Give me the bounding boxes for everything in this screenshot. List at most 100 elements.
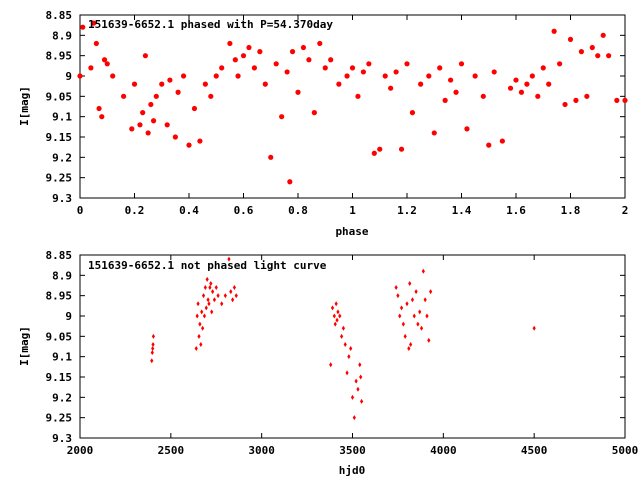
data-point [289, 49, 296, 55]
y-tick-label: 9.15 [46, 131, 73, 144]
data-point [535, 93, 541, 99]
data-point [472, 73, 478, 79]
data-point [311, 110, 317, 116]
data-point [562, 101, 568, 108]
data-point [416, 321, 420, 327]
data-point [345, 370, 349, 376]
data-point [414, 289, 418, 295]
data-point [336, 81, 342, 87]
data-point [458, 61, 465, 67]
data-point [394, 285, 398, 291]
data-point [358, 362, 362, 368]
data-point [407, 346, 411, 352]
data-point [96, 105, 102, 112]
data-point [268, 154, 274, 160]
y-tick-label: 9 [65, 70, 72, 83]
data-point [350, 394, 355, 400]
x-tick-label: 4000 [430, 444, 457, 457]
data-point [419, 325, 424, 331]
data-point [202, 313, 207, 319]
data-point [398, 313, 402, 319]
y-tick-label: 8.9 [52, 269, 72, 282]
data-point [121, 93, 127, 99]
data-point [551, 28, 557, 34]
data-point [77, 73, 83, 79]
data-point [359, 398, 364, 404]
data-point [333, 321, 337, 327]
y-tick-label: 9.1 [52, 111, 72, 124]
y-tick-label: 8.85 [46, 9, 73, 22]
x-tick-label: 1 [349, 204, 356, 217]
y-tick-label: 9 [65, 310, 72, 323]
data-point [328, 57, 334, 63]
data-point [398, 146, 405, 152]
data-point [232, 285, 237, 291]
data-point [584, 93, 590, 99]
data-point [91, 20, 97, 26]
data-point [464, 126, 470, 132]
x-tick-label: 3000 [248, 444, 275, 457]
y-tick-label: 9.05 [46, 90, 73, 103]
data-point [448, 77, 454, 83]
data-point [360, 69, 366, 75]
data-point [330, 305, 335, 311]
data-point [403, 333, 407, 339]
data-point [532, 325, 536, 331]
data-point [203, 285, 207, 291]
data-point [405, 301, 409, 307]
x-tick-label: 1.8 [561, 204, 581, 217]
data-point [507, 85, 514, 91]
data-point [349, 65, 356, 71]
data-point [151, 333, 155, 339]
data-point [341, 325, 346, 331]
data-point [409, 110, 416, 116]
data-point [206, 297, 210, 303]
data-point [172, 134, 178, 140]
data-point [567, 36, 574, 43]
data-point [216, 293, 220, 299]
data-point [355, 93, 361, 99]
data-point [209, 280, 213, 286]
data-point [231, 297, 235, 303]
data-point [145, 130, 151, 136]
data-point [306, 57, 312, 63]
data-point [140, 110, 146, 116]
data-point [214, 285, 218, 291]
y-tick-label: 9.3 [52, 432, 72, 445]
data-point [349, 346, 353, 352]
x-tick-label: 4500 [521, 444, 548, 457]
data-point [142, 53, 148, 59]
data-point [352, 415, 356, 421]
data-point [204, 305, 208, 311]
x-ticks: 0 0.2 0.4 0.6 0.8 1 1.2 1.4 1.6 1.8 2 [77, 15, 628, 217]
data-point [329, 362, 333, 368]
data-point [595, 53, 601, 59]
data-point [88, 65, 94, 71]
data-point [334, 301, 338, 307]
data-point [191, 105, 198, 112]
data-point [234, 293, 238, 299]
x-tick-label: 0.8 [288, 204, 308, 217]
y-axis-label: I[mag] [18, 86, 31, 126]
data-point [518, 89, 525, 95]
data-point [153, 93, 159, 99]
y-tick-label: 8.9 [52, 29, 72, 42]
x-axis-label: hjd0 [339, 464, 366, 477]
data-point [104, 61, 110, 67]
data-point [396, 293, 400, 299]
y-tick-label: 9.2 [52, 151, 72, 164]
y-tick-label: 8.95 [46, 290, 73, 303]
data-point [382, 73, 388, 79]
data-point [151, 341, 155, 347]
data-point [453, 89, 459, 95]
data-point [131, 81, 138, 87]
data-point [336, 309, 340, 315]
data-point [408, 280, 412, 286]
data-point [175, 89, 181, 95]
data-point [227, 256, 231, 262]
data-point [199, 341, 203, 347]
data-point [388, 85, 394, 91]
data-point [137, 122, 143, 128]
y-axis-label: I[mag] [18, 326, 31, 366]
